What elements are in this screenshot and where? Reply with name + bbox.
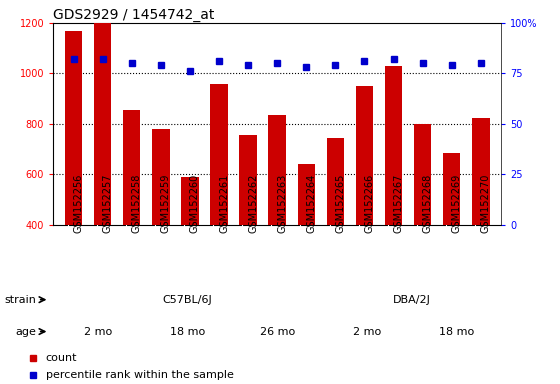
Bar xyxy=(326,138,344,225)
Text: DBA/2J: DBA/2J xyxy=(393,295,431,305)
Bar xyxy=(211,84,228,225)
Text: GSM152259: GSM152259 xyxy=(161,174,171,233)
Text: GSM152267: GSM152267 xyxy=(394,174,404,233)
Text: GSM152258: GSM152258 xyxy=(132,174,142,233)
Text: GSM152268: GSM152268 xyxy=(423,174,433,233)
Bar xyxy=(385,66,402,225)
Bar xyxy=(65,31,82,225)
Text: 18 mo: 18 mo xyxy=(439,327,474,337)
Text: GSM152260: GSM152260 xyxy=(190,174,200,233)
Text: percentile rank within the sample: percentile rank within the sample xyxy=(46,370,234,381)
Text: age: age xyxy=(16,326,36,336)
Text: 18 mo: 18 mo xyxy=(170,327,205,337)
Bar xyxy=(414,124,431,225)
Bar xyxy=(181,177,199,225)
Text: GSM152265: GSM152265 xyxy=(335,174,346,233)
Text: GSM152256: GSM152256 xyxy=(73,174,83,233)
Bar xyxy=(356,86,373,225)
Bar xyxy=(268,115,286,225)
Bar xyxy=(123,110,141,225)
Text: C57BL/6J: C57BL/6J xyxy=(163,295,212,305)
Bar xyxy=(472,118,489,225)
Bar xyxy=(239,135,257,225)
Text: GSM152262: GSM152262 xyxy=(248,174,258,233)
Text: GSM152257: GSM152257 xyxy=(102,174,113,233)
Text: count: count xyxy=(46,353,77,363)
Text: GSM152270: GSM152270 xyxy=(481,174,491,233)
Text: 2 mo: 2 mo xyxy=(84,327,112,337)
Text: GSM152269: GSM152269 xyxy=(452,174,462,233)
Bar xyxy=(297,164,315,225)
Text: GSM152261: GSM152261 xyxy=(219,174,229,233)
Text: GDS2929 / 1454742_at: GDS2929 / 1454742_at xyxy=(53,8,214,22)
Text: GSM152266: GSM152266 xyxy=(365,174,375,233)
Text: 26 mo: 26 mo xyxy=(260,327,295,337)
Bar xyxy=(152,129,170,225)
Bar xyxy=(443,153,460,225)
Text: GSM152264: GSM152264 xyxy=(306,174,316,233)
Text: GSM152263: GSM152263 xyxy=(277,174,287,233)
Text: strain: strain xyxy=(4,295,36,305)
Bar xyxy=(94,23,111,225)
Text: 2 mo: 2 mo xyxy=(353,327,381,337)
